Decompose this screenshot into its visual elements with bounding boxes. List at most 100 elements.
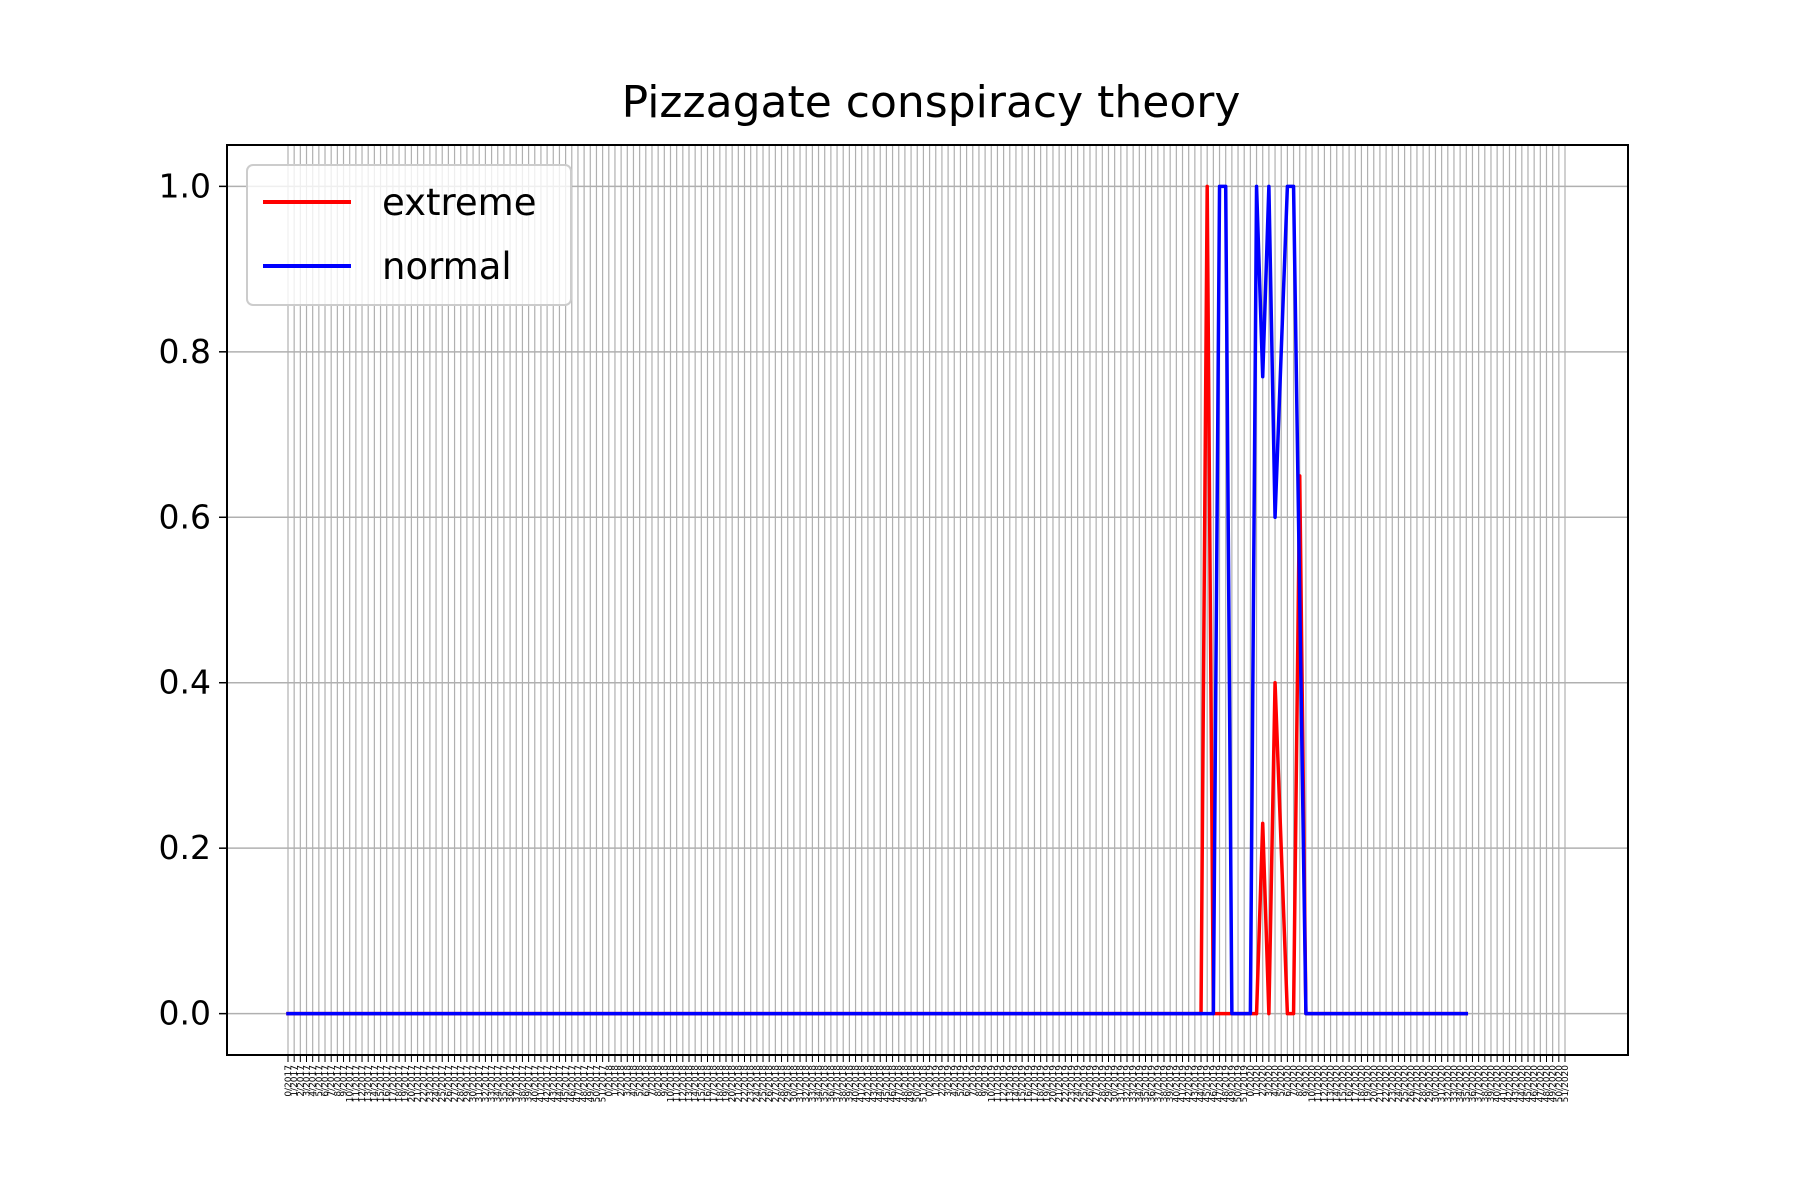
x-tick-label: 51/2017 [599,1065,609,1102]
x-tick-label: 50/2017 [592,1065,602,1102]
x-tick-label: 21/2020 [1376,1065,1386,1103]
x-tick-label: 27/2017 [451,1065,461,1102]
x-tick-label: 44/2020 [1518,1065,1528,1103]
legend-label-normal: normal [382,245,512,288]
x-tick-label: 21/2019 [1055,1065,1065,1103]
y-tick-label: 1.0 [159,166,211,205]
x-tick-label: 49/2018 [907,1065,917,1103]
x-tick-label: 46/2019 [1209,1065,1219,1103]
x-tick-label: 6/2018 [642,1065,652,1097]
x-tick-label: 28/2018 [778,1065,788,1103]
x-tick-label: 33/2017 [488,1065,498,1102]
x-tick-label: 32/2017 [481,1065,491,1102]
x-tick-label: 15/2018 [697,1065,707,1103]
x-tick-label: 17/2018 [710,1065,720,1103]
x-tick-label: 46/2017 [568,1065,578,1102]
x-tick-label: 38/2019 [1160,1065,1170,1103]
x-tick-label: 20/2017 [407,1065,417,1102]
x-tick-label: 21/2018 [734,1065,744,1103]
x-tick-label: 43/2019 [1191,1065,1201,1103]
x-tick-label: 18/2019 [1037,1065,1047,1103]
x-tick-label: 19/2018 [722,1065,732,1103]
x-tick-label: 43/2018 [870,1065,880,1103]
x-tick-label: 45/2017 [562,1065,572,1102]
x-tick-label: 30/2017 [469,1065,479,1102]
x-tick-label: 35/2018 [821,1065,831,1103]
x-tick-label: 37/2020 [1475,1065,1485,1103]
x-tick-label: 4/2017 [309,1065,319,1097]
x-tick-label: 4/2018 [629,1065,639,1097]
x-tick-label: 51/2019 [1240,1065,1250,1103]
x-tick-label: 2/2019 [938,1065,948,1097]
x-tick-label: 48/2017 [580,1065,590,1102]
x-tick-label: 11/2019 [993,1065,1003,1103]
x-tick-label: 43/2017 [549,1065,559,1102]
x-tick-label: 28/2017 [457,1065,467,1102]
x-tick-label: 39/2018 [845,1065,855,1103]
x-tick-label: 45/2018 [882,1065,892,1103]
x-tick-label: 21/2017 [414,1065,424,1102]
x-tick-label: 40/2020 [1493,1065,1503,1103]
x-tick-label: 33/2018 [808,1065,818,1103]
x-tick-label: 0/2018 [605,1065,615,1097]
x-tick-label: 36/2017 [506,1065,516,1102]
x-tick-label: 18/2018 [716,1065,726,1103]
x-tick-label: 37/2018 [833,1065,843,1103]
x-tick-label: 12/2019 [1000,1065,1010,1103]
y-grid [227,185,1628,1015]
x-tick-label: 13/2017 [364,1065,374,1102]
y-tick-label: 0.4 [159,663,211,702]
x-tick-label: 42/2019 [1185,1065,1195,1103]
x-tick-label: 28/2019 [1098,1065,1108,1103]
x-tick-label: 49/2020 [1549,1065,1559,1103]
x-tick-label: 36/2018 [827,1065,837,1103]
x-tick-label: 51/2020 [1561,1065,1571,1103]
x-tick-label: 30/2019 [1111,1065,1121,1103]
x-tick-label: 47/2018 [895,1065,905,1103]
x-tick-label: 4/2019 [950,1065,960,1097]
x-tick-label: 23/2018 [747,1065,757,1103]
x-tick-label: 10/2018 [666,1065,676,1103]
x-tick-label: 7/2019 [969,1065,979,1097]
x-tick-label: 15/2017 [377,1065,387,1102]
x-tick-label: 26/2020 [1407,1065,1417,1103]
y-tick-label: 0.8 [159,332,211,371]
x-tick-label: 26/2018 [765,1065,775,1103]
x-tick-label: 39/2019 [1166,1065,1176,1103]
y-axis: 0.0 0.2 0.4 0.6 0.8 1.0 [159,166,227,1033]
x-tick-label: 38/2017 [518,1065,528,1102]
x-tick-label: 37/2017 [512,1065,522,1102]
x-tick-label: 22/2018 [741,1065,751,1103]
x-tick-label: 5/2018 [636,1065,646,1097]
x-tick-label: 9/2018 [660,1065,670,1097]
x-tick-label: 31/2017 [475,1065,485,1102]
x-tick-label: 24/2018 [753,1065,763,1103]
x-tick-label: 19/2020 [1364,1065,1374,1103]
x-tick-label: 47/2019 [1216,1065,1226,1103]
x-tick-label: 19/2019 [1043,1065,1053,1103]
x-tick-label: 8/2019 [975,1065,985,1097]
x-tick-label: 7/2018 [648,1065,658,1097]
x-tick-label: 40/2018 [852,1065,862,1103]
x-tick-label: 34/2019 [1135,1065,1145,1103]
x-tick-label: 49/2019 [1228,1065,1238,1103]
x-tick-label: 26/2017 [444,1065,454,1102]
x-tick-label: 30/2020 [1431,1065,1441,1103]
x-tick-label: 9/2019 [981,1065,991,1097]
x-tick-label: 11/2020 [1314,1065,1324,1103]
x-tick-label: 48/2020 [1542,1065,1552,1103]
plot-area-frame [226,144,1629,1056]
x-tick-label: 42/2018 [864,1065,874,1103]
x-tick-label: 34/2020 [1456,1065,1466,1103]
x-tick-label: 27/2019 [1092,1065,1102,1103]
x-tick-label: 50/2019 [1234,1065,1244,1103]
x-tick-label: 1/2018 [611,1065,621,1097]
x-tick-label: 44/2017 [555,1065,565,1102]
x-tick-label: 23/2020 [1388,1065,1398,1103]
x-tick-label: 1/2020 [1253,1065,1263,1097]
legend: extreme normal [246,164,572,306]
x-tick-label: 1/2017 [290,1065,300,1097]
x-tick-label: 25/2017 [438,1065,448,1102]
x-tick-label: 48/2019 [1222,1065,1232,1103]
x-tick-label: 0/2017 [284,1065,294,1097]
